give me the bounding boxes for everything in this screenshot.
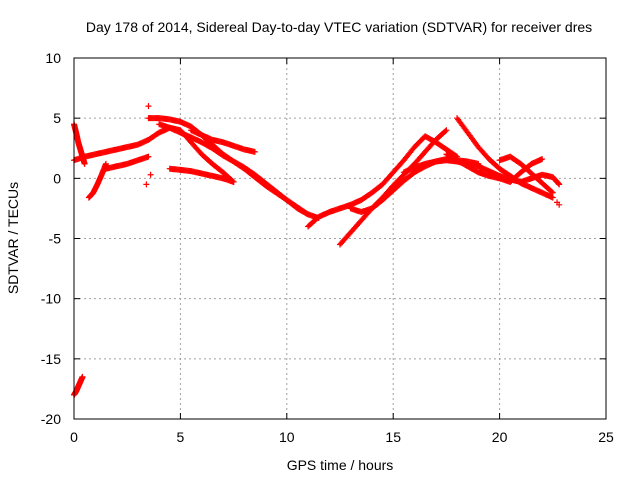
series-track-d [156, 121, 312, 218]
data-point [145, 153, 152, 160]
data-point [81, 160, 88, 167]
data-point [143, 181, 150, 188]
axis-ticks: 0 5 10 15 20 25 -20 -15 -10 -5 0 5 10 [41, 50, 614, 445]
y-tick-label: 5 [53, 110, 61, 126]
data-point [79, 373, 86, 380]
series-track-o [496, 153, 556, 196]
series-track-j [305, 133, 461, 230]
data-point [556, 181, 563, 188]
data-point [554, 199, 561, 206]
series-track-h [71, 373, 86, 398]
x-tick-label: 15 [385, 429, 401, 445]
x-tick-label: 0 [70, 429, 78, 445]
data-point [230, 178, 237, 185]
series-track-i [102, 153, 152, 172]
data-point [304, 210, 311, 217]
y-tick-label: 10 [45, 50, 61, 66]
data-point [147, 171, 154, 178]
series-track-f [85, 160, 109, 201]
data-point [145, 103, 152, 110]
x-tick-label: 25 [598, 429, 614, 445]
series-isolated-points [143, 103, 563, 208]
y-tick-label: -15 [41, 351, 61, 367]
data-point [251, 148, 258, 155]
x-axis-label: GPS time / hours [287, 457, 394, 473]
series-track-c [188, 127, 258, 155]
gridlines [74, 58, 606, 419]
data-point [548, 188, 555, 195]
chart-title: Day 178 of 2014, Sidereal Day-to-day VTE… [86, 19, 592, 35]
data-point [549, 189, 556, 196]
y-tick-label: -5 [49, 231, 62, 247]
x-tick-label: 10 [279, 429, 295, 445]
data-point [305, 211, 312, 218]
data-point [539, 156, 546, 163]
data-point [442, 128, 449, 135]
y-tick-label: -10 [41, 291, 61, 307]
data-point [443, 127, 450, 134]
data-point [555, 180, 562, 187]
x-tick-label: 5 [177, 429, 185, 445]
y-tick-label: -20 [41, 411, 61, 427]
x-tick-label: 20 [492, 429, 508, 445]
data-marks [71, 103, 563, 398]
y-tick-label: 0 [53, 170, 61, 186]
series-track-e [166, 165, 237, 185]
y-axis-label: SDTVAR / TECUs [5, 182, 21, 294]
series-track-p [443, 151, 546, 185]
